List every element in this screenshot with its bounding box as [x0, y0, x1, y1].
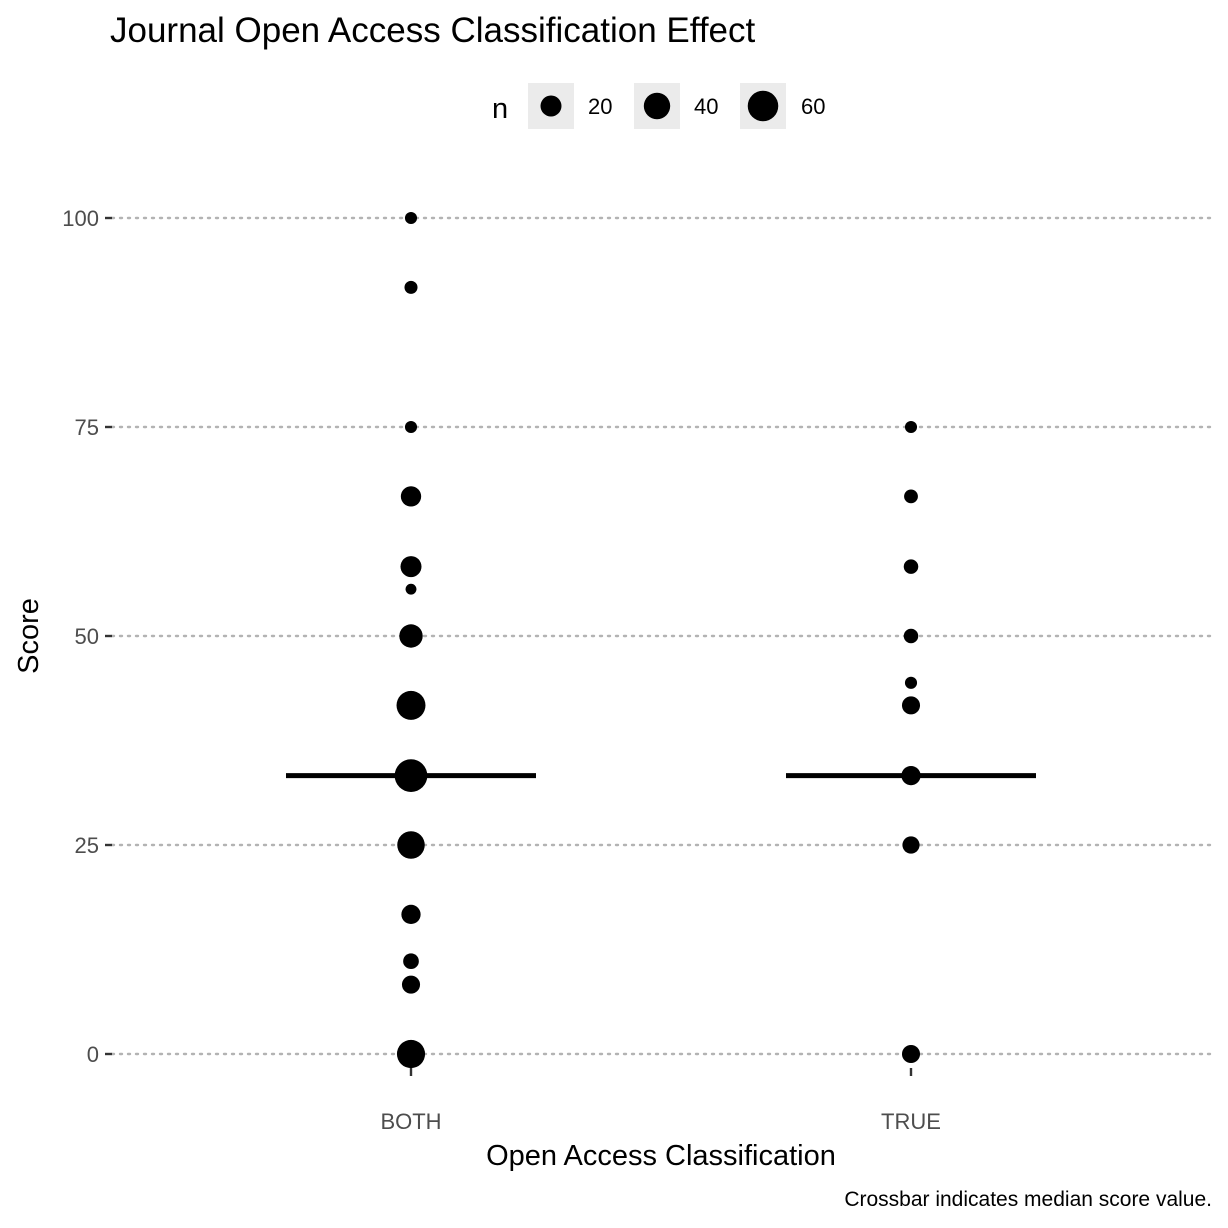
- legend-label: 60: [801, 94, 825, 119]
- data-point: [902, 836, 920, 854]
- data-points: [394, 211, 921, 1069]
- data-point: [396, 1039, 426, 1069]
- data-point: [401, 904, 421, 925]
- y-tick-label: 50: [75, 624, 99, 649]
- x-tick-label: BOTH: [380, 1109, 441, 1134]
- chart-title: Journal Open Access Classification Effec…: [110, 11, 756, 50]
- y-tick-label: 25: [75, 833, 99, 858]
- data-point: [403, 953, 419, 970]
- x-axis-title: Open Access Classification: [486, 1140, 836, 1172]
- legend: n 20 40 60: [492, 83, 825, 129]
- data-point: [904, 676, 918, 689]
- data-point: [904, 420, 918, 434]
- gridlines: [110, 216, 1214, 1056]
- data-point: [400, 556, 422, 578]
- legend-key-dot: [643, 92, 671, 120]
- legend-label: 20: [588, 94, 612, 119]
- data-point: [404, 211, 418, 225]
- data-point: [399, 624, 423, 648]
- legend-label: 40: [694, 94, 718, 119]
- legend-key-dot: [747, 90, 779, 122]
- data-point: [404, 280, 418, 294]
- y-axis: 0 25 50 75 100: [62, 206, 112, 1067]
- y-tick-label: 0: [87, 1042, 99, 1067]
- data-point: [901, 696, 921, 715]
- x-tick-label: TRUE: [881, 1109, 941, 1134]
- data-point: [901, 1044, 921, 1064]
- data-point: [904, 489, 918, 504]
- y-tick-label: 100: [62, 206, 99, 231]
- y-tick-label: 75: [75, 415, 99, 440]
- data-point: [396, 690, 426, 720]
- data-point: [903, 559, 919, 574]
- legend-key-dot: [540, 95, 562, 117]
- legend-title: n: [492, 93, 508, 125]
- caption: Crossbar indicates median score value.: [844, 1188, 1212, 1211]
- data-point: [903, 628, 919, 644]
- x-axis: BOTH TRUE: [380, 1068, 941, 1134]
- data-point: [405, 583, 417, 595]
- data-point: [404, 420, 418, 434]
- data-point: [397, 831, 425, 859]
- data-point: [401, 975, 421, 994]
- y-axis-title: Score: [13, 598, 45, 674]
- data-point: [400, 486, 422, 507]
